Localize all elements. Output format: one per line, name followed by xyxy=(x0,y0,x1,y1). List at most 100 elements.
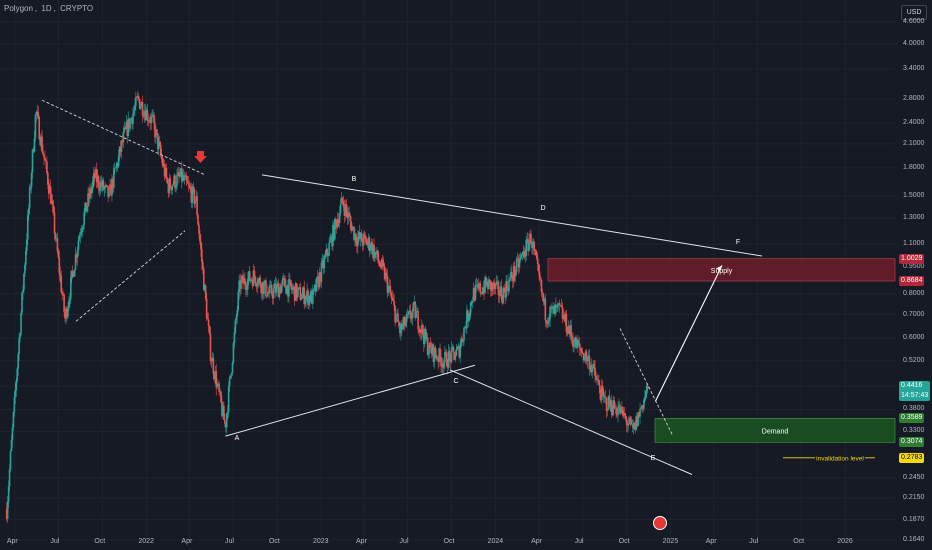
candle-body xyxy=(408,310,411,312)
candle-body xyxy=(262,282,264,295)
candle-body xyxy=(463,327,465,341)
candle-body xyxy=(435,354,438,359)
candle-body xyxy=(111,178,113,196)
candle-body xyxy=(366,242,369,246)
candle-body xyxy=(193,188,196,204)
candle-body xyxy=(628,417,631,424)
demand-price-tag: 0.3074 xyxy=(899,437,925,448)
candle-body xyxy=(89,188,91,199)
candle-body xyxy=(629,417,632,420)
candle-body xyxy=(512,266,515,281)
candle-body xyxy=(158,141,161,145)
x-tick-label: 2023 xyxy=(312,538,329,545)
candle-body xyxy=(51,200,54,206)
candle-body xyxy=(156,129,158,134)
candle-body xyxy=(390,293,393,298)
invalidation-price-tag: 0.2783 xyxy=(899,452,925,463)
candle-body xyxy=(136,96,139,98)
candle-body xyxy=(359,233,362,239)
candle-body xyxy=(601,386,604,392)
candle-body xyxy=(102,180,105,190)
candle-body xyxy=(131,118,133,125)
candle-body xyxy=(391,297,394,299)
candle-body xyxy=(65,308,67,319)
candle-body xyxy=(243,278,245,284)
candle-body xyxy=(614,407,616,409)
candle-body xyxy=(344,204,347,216)
candle-body xyxy=(224,419,226,424)
currency-button[interactable]: USD xyxy=(901,5,927,20)
candle-body xyxy=(104,185,107,188)
y-tick-label: 2.8000 xyxy=(903,95,925,103)
candle-body xyxy=(354,233,356,240)
candle-body xyxy=(10,440,13,452)
candle-body xyxy=(570,325,572,337)
candle-body xyxy=(17,353,19,369)
candle-body xyxy=(383,266,386,280)
candle-body xyxy=(373,244,375,259)
candle-body xyxy=(547,321,549,324)
candle-body xyxy=(589,365,592,370)
candle-body xyxy=(399,326,401,334)
candle-body xyxy=(281,280,284,286)
candle-body xyxy=(242,275,244,284)
candle-body xyxy=(54,233,57,239)
x-tick-label: 2022 xyxy=(138,538,154,545)
candle-body xyxy=(149,120,152,124)
candle-body xyxy=(638,412,640,417)
y-tick-label: 0.1640 xyxy=(903,536,925,543)
candle-body xyxy=(639,408,641,417)
candle-body xyxy=(338,213,341,224)
candle-body xyxy=(239,280,241,290)
candle-body xyxy=(24,265,26,274)
candle-body xyxy=(641,405,643,409)
candle-body xyxy=(615,407,617,414)
candle-body xyxy=(467,316,470,321)
candle-body xyxy=(534,250,537,256)
candle-body xyxy=(152,114,154,116)
candle-body xyxy=(60,275,63,292)
candle-body xyxy=(397,313,399,322)
event-marker-icon[interactable] xyxy=(653,516,667,530)
candle-body xyxy=(69,277,72,299)
candle-body xyxy=(187,183,190,185)
candle-body xyxy=(107,185,109,197)
candle-body xyxy=(556,305,558,308)
candle-body xyxy=(268,291,270,293)
candle-body xyxy=(431,344,434,355)
candle-body xyxy=(380,259,383,268)
candle-body xyxy=(257,279,260,285)
candle-body xyxy=(643,399,645,409)
candle-body xyxy=(573,344,575,348)
candle-body xyxy=(493,282,496,289)
candle-body xyxy=(560,305,563,308)
candle-body xyxy=(186,181,189,184)
candle-body xyxy=(180,168,183,182)
candle-body xyxy=(313,288,315,291)
candle-body xyxy=(267,291,269,297)
candle-body xyxy=(232,343,235,363)
candle-body xyxy=(465,327,467,329)
candle-body xyxy=(497,282,500,296)
candle-body xyxy=(389,285,392,294)
candle-body xyxy=(182,174,185,181)
demand-label: Demand xyxy=(762,428,789,435)
candle-body xyxy=(470,302,473,304)
candle-body xyxy=(477,284,480,288)
candle-body xyxy=(371,242,373,255)
demand-price-tag: 0.3589 xyxy=(899,413,925,424)
candle-body xyxy=(62,294,64,296)
candle-body xyxy=(357,232,360,238)
candle-body xyxy=(583,357,586,361)
candle-body xyxy=(379,266,382,268)
candle-body xyxy=(319,272,322,282)
candle-body xyxy=(114,167,116,169)
candle-body xyxy=(529,233,531,243)
candle-body xyxy=(525,240,527,256)
candle-body xyxy=(370,242,373,249)
candle-body xyxy=(441,363,443,367)
candle-body xyxy=(506,281,508,289)
candle-body xyxy=(566,331,569,334)
x-tick-label: Apr xyxy=(356,538,367,545)
